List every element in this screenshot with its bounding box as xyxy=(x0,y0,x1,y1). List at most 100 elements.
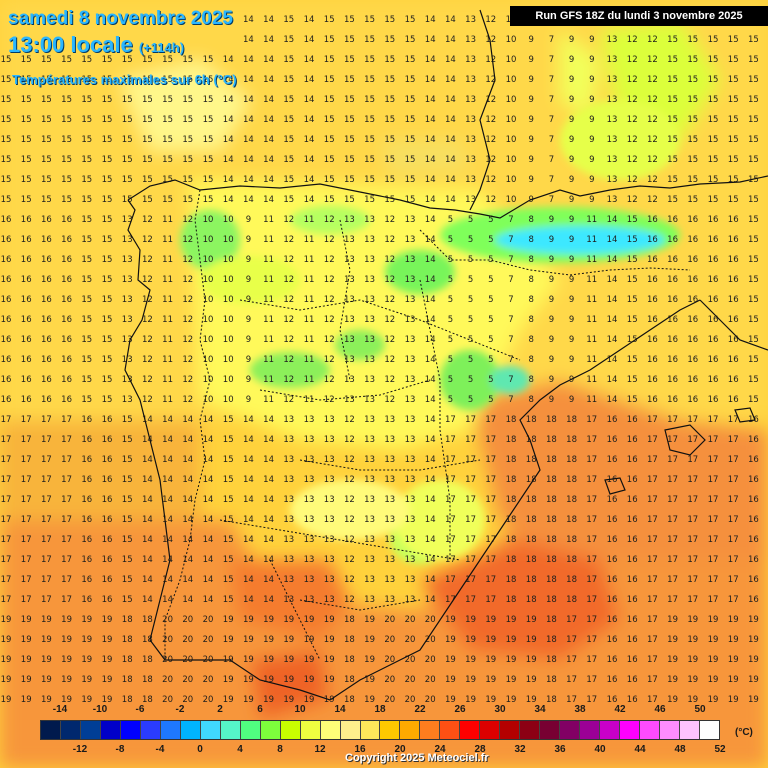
legend-label-upper: 26 xyxy=(454,704,466,715)
grid-value: 12 xyxy=(324,355,335,365)
grid-value: 12 xyxy=(283,395,294,405)
grid-value: 16 xyxy=(708,355,719,365)
grid-value: 14 xyxy=(142,555,153,565)
grid-value: 5 xyxy=(488,395,493,405)
grid-value: 16 xyxy=(728,375,739,385)
grid-value: 15 xyxy=(384,55,395,65)
grid-value: 17 xyxy=(728,535,739,545)
grid-value: 15 xyxy=(122,595,133,605)
grid-value: 14 xyxy=(142,415,153,425)
grid-value: 18 xyxy=(526,555,537,565)
legend-label-lower: 16 xyxy=(354,744,366,755)
grid-value: 19 xyxy=(364,615,375,625)
grid-value: 18 xyxy=(546,695,557,705)
grid-value: 17 xyxy=(41,475,52,485)
grid-value: 15 xyxy=(61,95,72,105)
grid-value: 14 xyxy=(607,335,618,345)
grid-value: 15 xyxy=(748,95,759,105)
grid-value: 19 xyxy=(304,695,315,705)
grid-value: 13 xyxy=(364,495,375,505)
grid-value: 12 xyxy=(384,395,395,405)
grid-value: 13 xyxy=(324,555,335,565)
grid-value: 16 xyxy=(61,275,72,285)
grid-value: 15 xyxy=(667,55,678,65)
grid-value: 18 xyxy=(566,455,577,465)
grid-value: 15 xyxy=(405,15,416,25)
grid-value: 16 xyxy=(81,555,92,565)
grid-value: 16 xyxy=(728,395,739,405)
grid-value: 14 xyxy=(203,435,214,445)
grid-value: 19 xyxy=(1,615,12,625)
grid-value: 17 xyxy=(586,555,597,565)
grid-value: 16 xyxy=(81,435,92,445)
grid-value: 15 xyxy=(122,515,133,525)
grid-value: 19 xyxy=(445,615,456,625)
grid-value: 14 xyxy=(182,555,193,565)
grid-value: 17 xyxy=(586,595,597,605)
grid-value: 14 xyxy=(425,475,436,485)
grid-value: 15 xyxy=(122,55,133,65)
grid-value: 15 xyxy=(182,115,193,125)
grid-value: 15 xyxy=(667,155,678,165)
legend-swatch xyxy=(380,721,401,739)
grid-value: 15 xyxy=(748,395,759,405)
grid-value: 15 xyxy=(405,35,416,45)
grid-value: 12 xyxy=(627,75,638,85)
grid-value: 15 xyxy=(627,335,638,345)
grid-value: 20 xyxy=(384,675,395,685)
grid-value: 13 xyxy=(324,515,335,525)
grid-value: 19 xyxy=(1,675,12,685)
grid-value: 9 xyxy=(569,355,574,365)
grid-value: 15 xyxy=(344,115,355,125)
grid-value: 14 xyxy=(142,575,153,585)
grid-value: 13 xyxy=(405,575,416,585)
grid-value: 17 xyxy=(667,415,678,425)
grid-value: 16 xyxy=(607,475,618,485)
grid-value: 19 xyxy=(708,635,719,645)
grid-value: 12 xyxy=(182,295,193,305)
grid-value: 17 xyxy=(708,595,719,605)
grid-value: 15 xyxy=(728,155,739,165)
grid-value: 16 xyxy=(41,335,52,345)
grid-value: 16 xyxy=(748,515,759,525)
grid-value: 15 xyxy=(384,35,395,45)
grid-value: 13 xyxy=(324,535,335,545)
grid-value: 13 xyxy=(344,375,355,385)
legend-swatch xyxy=(540,721,561,739)
grid-value: 19 xyxy=(728,695,739,705)
grid-value: 17 xyxy=(41,435,52,445)
grid-value: 17 xyxy=(647,455,658,465)
grid-value: 17 xyxy=(566,635,577,645)
grid-value: 17 xyxy=(21,475,32,485)
grid-value: 13 xyxy=(384,415,395,425)
grid-value: 15 xyxy=(667,95,678,105)
grid-value: 13 xyxy=(364,235,375,245)
grid-value: 15 xyxy=(748,135,759,145)
grid-value: 16 xyxy=(607,555,618,565)
grid-value: 11 xyxy=(162,295,173,305)
grid-value: 16 xyxy=(627,455,638,465)
grid-value: 12 xyxy=(384,235,395,245)
grid-value: 19 xyxy=(506,675,517,685)
grid-value: 15 xyxy=(324,155,335,165)
grid-value: 16 xyxy=(607,595,618,605)
grid-value: 16 xyxy=(647,395,658,405)
grid-value: 13 xyxy=(405,395,416,405)
legend-label-upper: -6 xyxy=(135,704,145,715)
grid-value: 11 xyxy=(162,355,173,365)
grid-value: 16 xyxy=(647,215,658,225)
grid-value: 9 xyxy=(246,295,251,305)
grid-value: 13 xyxy=(304,475,315,485)
grid-value: 13 xyxy=(344,215,355,225)
grid-value: 14 xyxy=(445,35,456,45)
legend-swatch xyxy=(680,721,700,739)
grid-value: 13 xyxy=(405,255,416,265)
grid-value: 14 xyxy=(243,55,254,65)
grid-value: 13 xyxy=(283,415,294,425)
grid-value: 14 xyxy=(182,515,193,525)
grid-value: 16 xyxy=(708,275,719,285)
grid-value: 15 xyxy=(283,15,294,25)
grid-value: 15 xyxy=(162,175,173,185)
grid-value: 15 xyxy=(364,195,375,205)
grid-value: 14 xyxy=(425,395,436,405)
